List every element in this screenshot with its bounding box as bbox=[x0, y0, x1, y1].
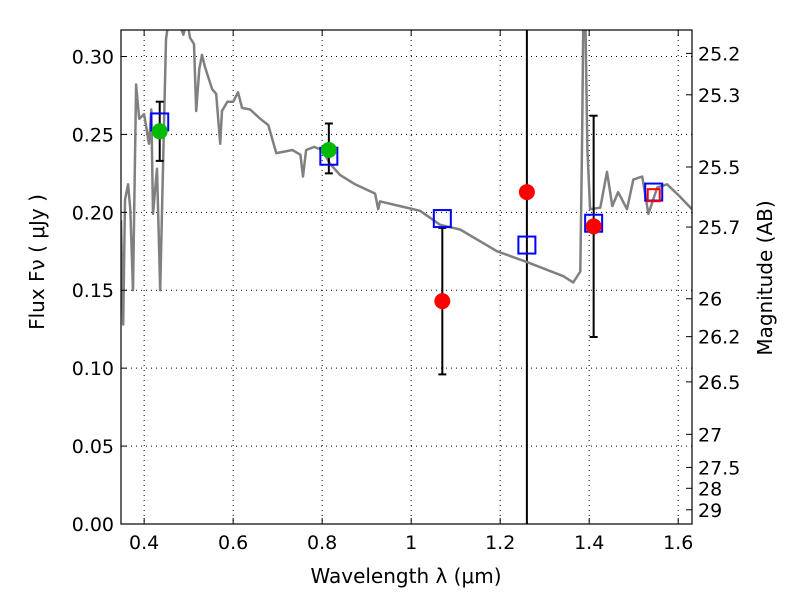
model-photometry-marker bbox=[517, 235, 537, 255]
right-tick-label: 25.7 bbox=[698, 217, 740, 239]
right-tick-label: 27 bbox=[698, 424, 722, 446]
right-tick-label: 25.2 bbox=[698, 43, 740, 65]
y-tick-label: 0.25 bbox=[72, 124, 114, 146]
x-tick-label: 0.8 bbox=[307, 532, 337, 554]
red-square-marker bbox=[646, 188, 661, 203]
y-tick-label: 0.05 bbox=[72, 436, 114, 458]
y-tick-label: 0.20 bbox=[72, 202, 114, 224]
model-photometry-marker bbox=[432, 209, 452, 229]
plot-area bbox=[121, 30, 692, 524]
green-detections-marker bbox=[320, 141, 337, 158]
y-tick-label: 0.30 bbox=[72, 46, 114, 68]
grid bbox=[121, 30, 692, 525]
y-axis-label: Flux Fν ( μJy ) bbox=[25, 194, 49, 330]
green-detections-marker bbox=[151, 123, 168, 140]
x-tick-label: 1.4 bbox=[574, 532, 604, 554]
right-tick-label: 28 bbox=[698, 478, 722, 500]
right-tick-label: 27.5 bbox=[698, 457, 740, 479]
x-tick-label: 1.2 bbox=[485, 532, 515, 554]
y-tick-label: 0.00 bbox=[72, 514, 114, 536]
plot-frame bbox=[120, 29, 693, 525]
y-tick-label: 0.10 bbox=[72, 358, 114, 380]
x-tick-label: 0.6 bbox=[218, 532, 248, 554]
x-axis-label: Wavelength λ (μm) bbox=[310, 564, 501, 588]
x-tick-label: 1 bbox=[405, 532, 417, 554]
spectrum-line bbox=[121, 30, 692, 326]
y-axis-right-label: Magnitude (AB) bbox=[753, 200, 777, 355]
x-tick-label: 0.4 bbox=[129, 532, 159, 554]
x-tick-label: 1.6 bbox=[663, 532, 693, 554]
right-tick-label: 26 bbox=[698, 289, 722, 311]
right-tick-label: 25.5 bbox=[698, 157, 740, 179]
red-points-marker bbox=[434, 293, 451, 310]
axes: 0.4 0.6 0.8 1 1.2 1.4 1.6 0.00 0.05 0.10 0.15 0.20 0… bbox=[72, 30, 740, 554]
right-tick-label: 26.2 bbox=[698, 327, 740, 349]
y-tick-label: 0.15 bbox=[72, 280, 114, 302]
right-tick-label: 25.3 bbox=[698, 85, 740, 107]
right-tick-label: 26.5 bbox=[698, 372, 740, 394]
red-points-marker bbox=[585, 218, 602, 235]
right-tick-label: 29 bbox=[698, 500, 722, 522]
red-points-marker bbox=[518, 184, 535, 201]
